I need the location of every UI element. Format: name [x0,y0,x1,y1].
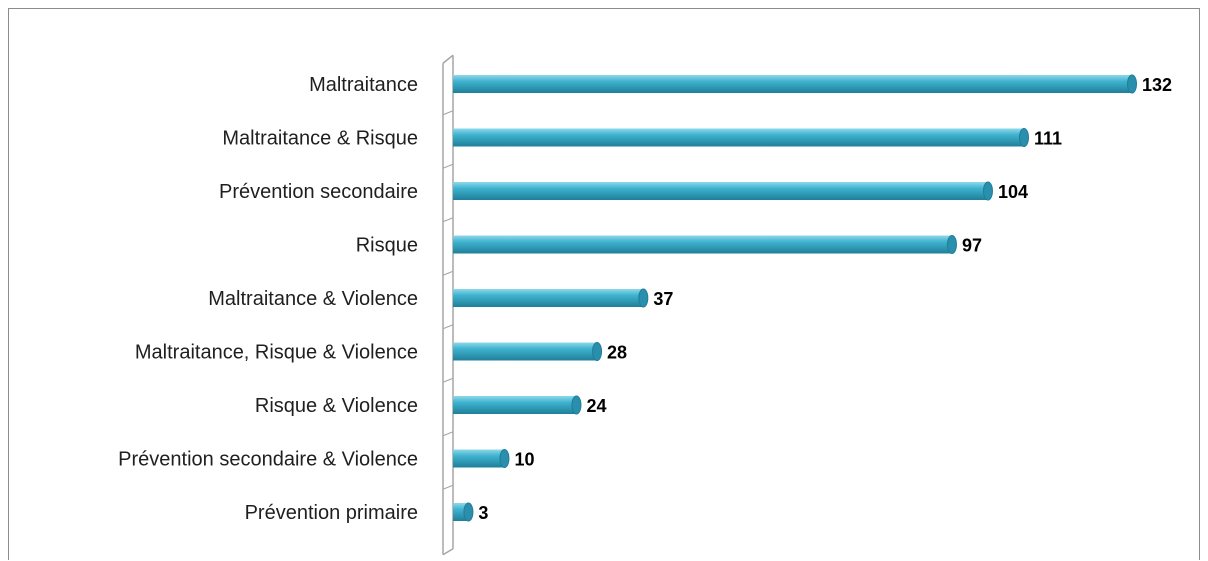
value-label: 28 [607,343,627,363]
category-label: Maltraitance & Risque [222,128,418,150]
bar-1 [453,128,1029,147]
bar-cap [499,449,510,468]
category-label: Maltraitance & Violence [208,288,418,310]
bar-4 [453,288,649,308]
bar-cap [592,342,603,361]
value-label: 24 [586,396,606,416]
y-axis-tick [442,110,454,116]
bar-7 [453,449,510,468]
y-axis-tick [442,377,454,383]
bar-5 [453,342,603,361]
bar-2 [453,181,993,201]
bar-body [453,128,1024,147]
category-label: Risque & Violence [255,395,418,417]
category-label: Maltraitance, Risque & Violence [135,342,418,364]
bar-cap [463,502,474,522]
y-axis [442,54,454,556]
value-label: 104 [998,182,1028,202]
bar-body [453,342,598,361]
bar-body [453,182,988,200]
category-labels: Maltraitance Maltraitance & Risque Prévent… [118,74,418,524]
bar-cap [571,395,582,415]
y-axis-tick [442,484,454,490]
value-label: 97 [962,236,982,256]
bar-0 [453,74,1137,94]
value-labels: 132 111 104 97 37 28 24 10 3 [478,75,1172,523]
bar-body [453,75,1132,93]
y-axis-tick [442,217,454,223]
bar-6 [453,395,582,415]
y-axis-bottom-edge [442,548,454,556]
bar-cap [982,181,993,201]
category-label: Prévention primaire [245,502,418,524]
value-label: 132 [1142,75,1172,95]
value-label: 10 [514,450,534,470]
bar-cap [1018,128,1029,147]
bars [453,74,1137,522]
category-label: Risque [356,235,418,257]
bar-body [453,396,577,414]
bar-cap [946,235,957,254]
bar-body [453,235,952,254]
bar-body [453,289,644,307]
y-axis-tick [442,163,454,169]
y-axis-tick [442,270,454,276]
category-label: Prévention secondaire [219,181,418,203]
bar-cap [638,288,649,308]
bar-3 [453,235,957,254]
chart-frame [8,8,1200,560]
bar-8 [453,502,474,522]
value-label: 111 [1034,129,1062,149]
category-label: Maltraitance [309,74,418,96]
value-label: 37 [653,289,673,309]
value-label: 3 [478,503,488,523]
y-axis-tick [442,324,454,330]
category-label: Prévention secondaire & Violence [118,449,418,471]
bar-body [453,449,505,468]
bar-cap [1127,74,1137,94]
y-axis-tick [442,431,454,437]
y-axis-top-edge [442,54,454,64]
